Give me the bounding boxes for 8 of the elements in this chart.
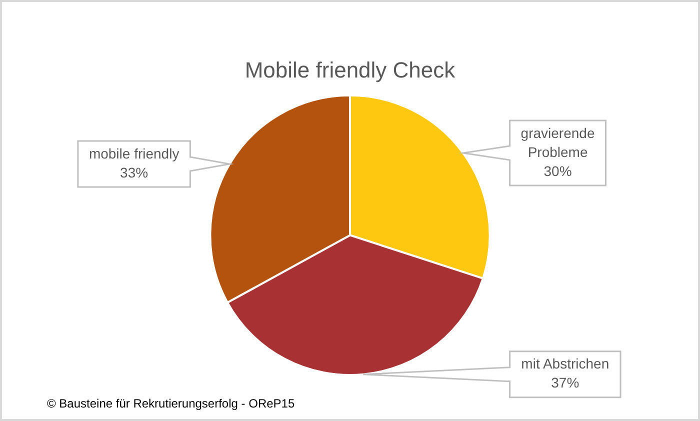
- slice-label: gravierende Probleme: [520, 124, 595, 160]
- data-label: 37%: [551, 374, 580, 391]
- slice-label: mit Abstrichen: [521, 356, 610, 372]
- slice-label: mobile friendly: [88, 145, 180, 162]
- data-label: 30%: [544, 162, 572, 179]
- data-label: 33%: [120, 164, 148, 180]
- text: © Bausteine für Rekrutierungserfolg - OReP15: [47, 396, 295, 410]
- chart-title: Mobile friendly Check: [244, 57, 456, 82]
